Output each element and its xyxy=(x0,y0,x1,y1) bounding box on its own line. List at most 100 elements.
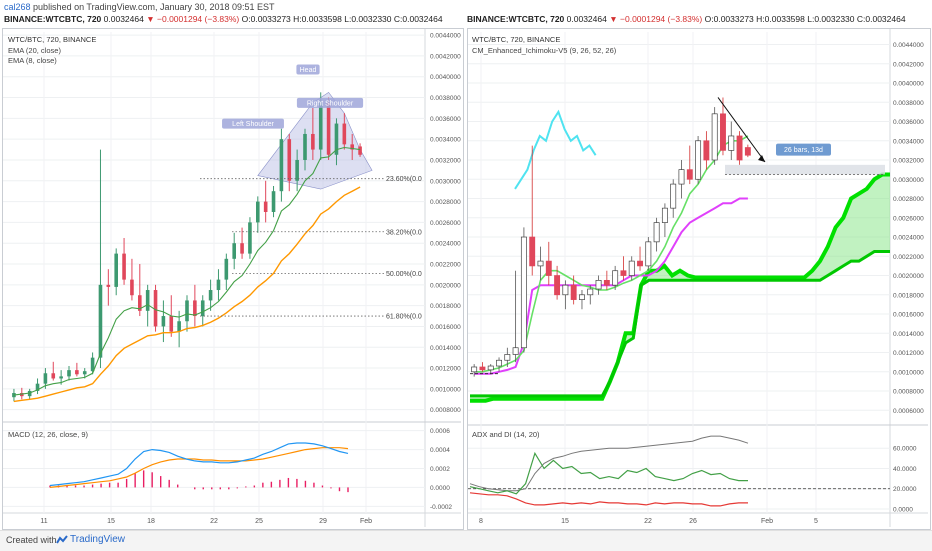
quote-change: −0.0001294 (−3.83%) xyxy=(620,14,703,24)
quote-l-label: L: xyxy=(344,14,352,24)
quote-h-label: H: xyxy=(293,14,302,24)
right-candle-body xyxy=(603,279,610,286)
right-candle-body xyxy=(487,365,494,371)
right-candle-body xyxy=(744,147,751,156)
macd-y-tick-label: -0.0002 xyxy=(430,504,452,511)
left-y-tick-label: 0.0026000 xyxy=(430,220,461,227)
right-candle-body xyxy=(620,270,627,276)
right-y-tick-label: 0.0012000 xyxy=(893,350,924,357)
left-candle-body xyxy=(90,357,95,372)
right-candle-body xyxy=(720,113,726,151)
adx-y-tick-label: 40.0000 xyxy=(893,466,917,473)
right-y-tick-label: 0.0026000 xyxy=(893,215,924,222)
left-x-tick-label: 22 xyxy=(210,518,218,525)
left-candle-body xyxy=(114,253,118,287)
left-y-tick-label: 0.0018000 xyxy=(430,303,461,310)
left-y-tick-label: 0.0024000 xyxy=(430,241,461,248)
right-candle-body xyxy=(504,354,511,361)
right-candle-body xyxy=(512,347,519,355)
left-candle-body xyxy=(98,284,103,358)
right-y-tick-label: 0.0014000 xyxy=(893,331,924,338)
senkou-span-a-line xyxy=(470,172,890,403)
left-candle-body xyxy=(279,139,284,192)
right-candle-body xyxy=(645,241,652,267)
left-candle-body xyxy=(318,102,323,150)
right-candle-body xyxy=(695,140,702,180)
right-candle-body xyxy=(678,169,685,185)
left-candle-body xyxy=(185,300,189,322)
left-study-label: EMA (20, close) xyxy=(8,46,61,55)
left-candle-body xyxy=(67,370,71,377)
adx-title: ADX and DI (14, 20) xyxy=(472,430,540,439)
left-y-tick-label: 0.0030000 xyxy=(430,178,461,185)
left-study-label: EMA (8, close) xyxy=(8,56,57,65)
right-candle-body xyxy=(587,288,594,296)
left-candle-body xyxy=(342,123,347,145)
publisher-line: cal268 published on TradingView.com, Jan… xyxy=(4,2,275,12)
left-candle-body xyxy=(350,144,354,150)
quote-h-label: H: xyxy=(756,14,765,24)
left-chart-panel[interactable] xyxy=(2,28,464,530)
quote-l-label: L: xyxy=(807,14,815,24)
right-candle-body xyxy=(612,270,619,286)
right-x-tick-label: 22 xyxy=(644,518,652,525)
right-y-tick-label: 0.0030000 xyxy=(893,177,924,184)
left-candle-body xyxy=(169,316,174,332)
quote-o-label: O: xyxy=(704,14,714,24)
left-candle-body xyxy=(271,191,276,212)
left-y-tick-label: 0.0036000 xyxy=(430,116,461,123)
down-arrow-icon: ▼ xyxy=(146,14,155,24)
pattern-label-box xyxy=(296,97,364,108)
left-candle-body xyxy=(303,133,307,160)
right-candle-body xyxy=(570,284,577,300)
left-candle-body xyxy=(311,133,315,150)
right-y-tick-label: 0.0044000 xyxy=(893,42,924,49)
right-y-tick-label: 0.0018000 xyxy=(893,292,924,299)
right-x-tick-label: 15 xyxy=(561,518,569,525)
left-candle-body xyxy=(208,290,213,301)
right-y-tick-label: 0.0016000 xyxy=(893,312,924,319)
right-candle-body xyxy=(595,279,602,290)
left-candle-body xyxy=(334,123,339,155)
adx-y-tick-label: 60.0000 xyxy=(893,446,917,453)
published-text: published on TradingView.com, January 30… xyxy=(33,2,275,12)
right-y-tick-label: 0.0022000 xyxy=(893,254,924,261)
right-y-tick-label: 0.0006000 xyxy=(893,408,924,415)
pattern-label-text: Left Shoulder xyxy=(232,121,274,128)
quote-close: 0.0032464 xyxy=(402,14,443,24)
left-candle-body xyxy=(224,258,229,280)
quote-low: 0.0032330 xyxy=(351,14,392,24)
left-candle-body xyxy=(263,201,268,212)
tradingview-brand[interactable]: TradingView xyxy=(70,534,126,545)
left-y-tick-label: 0.0008000 xyxy=(430,407,461,414)
quote-open: 0.0033273 xyxy=(250,14,291,24)
left-candle-body xyxy=(106,284,111,287)
right-candle-body xyxy=(686,169,693,180)
left-candle-body xyxy=(138,295,142,311)
quote-c-label: C: xyxy=(393,14,403,24)
right-y-tick-label: 0.0036000 xyxy=(893,119,924,126)
quote-close: 0.0032464 xyxy=(865,14,906,24)
left-candle-body xyxy=(193,300,197,317)
left-candle-body xyxy=(153,290,158,327)
left-candle-body xyxy=(51,373,56,379)
right-candle-body xyxy=(479,366,486,371)
right-candle-body xyxy=(562,284,569,296)
pattern-label-box xyxy=(296,64,320,75)
pattern-label-text: Head xyxy=(300,67,317,74)
quote-symbol: BINANCE:WTCBTC, 720 xyxy=(467,14,565,24)
left-y-tick-label: 0.0010000 xyxy=(430,386,461,393)
adx-y-tick-label: 20.0000 xyxy=(893,486,917,493)
fib-level-label: 38.20%(0.0 xyxy=(386,229,422,236)
adx-line xyxy=(469,435,749,492)
right-chart-title: WTC/BTC, 720, BINANCE xyxy=(472,35,560,44)
left-candle-body xyxy=(240,243,244,254)
right-y-tick-label: 0.0008000 xyxy=(893,389,924,396)
right-candle-body xyxy=(711,113,718,161)
author-name[interactable]: cal268 xyxy=(4,2,31,12)
pattern-label-text: Right Shoulder xyxy=(307,100,354,107)
quote-o-label: O: xyxy=(241,14,251,24)
right-candle-body xyxy=(520,236,527,349)
measure-label-box xyxy=(776,143,831,156)
